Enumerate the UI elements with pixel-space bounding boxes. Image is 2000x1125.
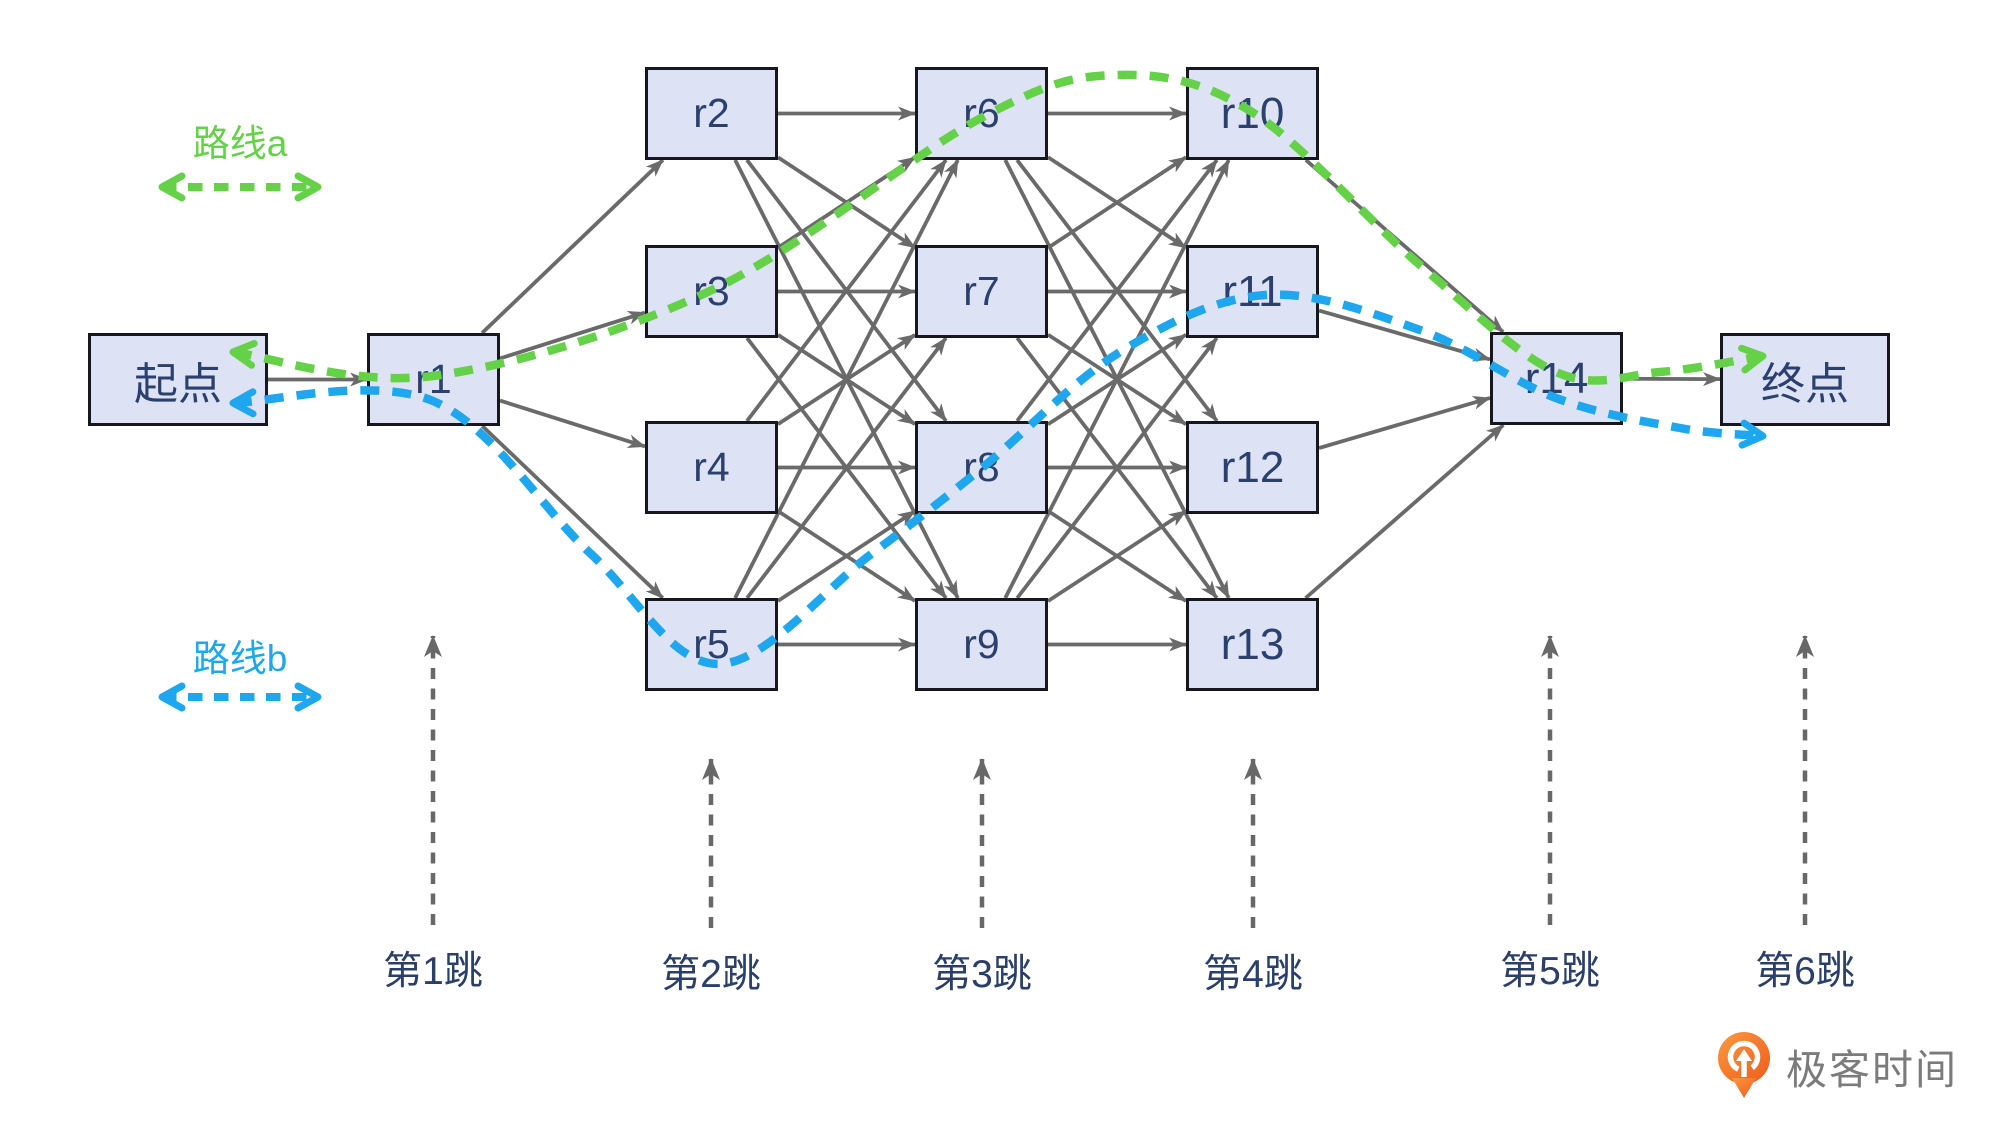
node-r13: r13 bbox=[1186, 598, 1319, 691]
edge-r5-r6 bbox=[733, 159, 960, 599]
node-r10: r10 bbox=[1186, 67, 1319, 160]
node-r2: r2 bbox=[645, 67, 778, 160]
edge-r5-r8 bbox=[776, 509, 917, 603]
edge-r9-r10 bbox=[1003, 159, 1231, 599]
edge-r13-r14 bbox=[1304, 423, 1505, 600]
node-r7: r7 bbox=[915, 245, 1048, 338]
edge-r8-r10 bbox=[1015, 158, 1219, 423]
edge-r9-r11 bbox=[1015, 336, 1219, 600]
edge-r7-r10 bbox=[1046, 155, 1188, 250]
node-end: 终点 bbox=[1720, 333, 1890, 426]
edge-r4-r6 bbox=[745, 158, 948, 423]
node-r12: r12 bbox=[1186, 421, 1319, 514]
node-r9: r9 bbox=[915, 598, 1048, 691]
edge-r5-r7 bbox=[745, 336, 948, 600]
edge-r9-r12 bbox=[1046, 509, 1188, 603]
node-r3: r3 bbox=[645, 245, 778, 338]
route-b-path bbox=[229, 290, 1767, 669]
edge-r1-r5 bbox=[480, 424, 665, 600]
route-a-path bbox=[229, 70, 1767, 385]
edge-r1-r2 bbox=[480, 158, 665, 335]
